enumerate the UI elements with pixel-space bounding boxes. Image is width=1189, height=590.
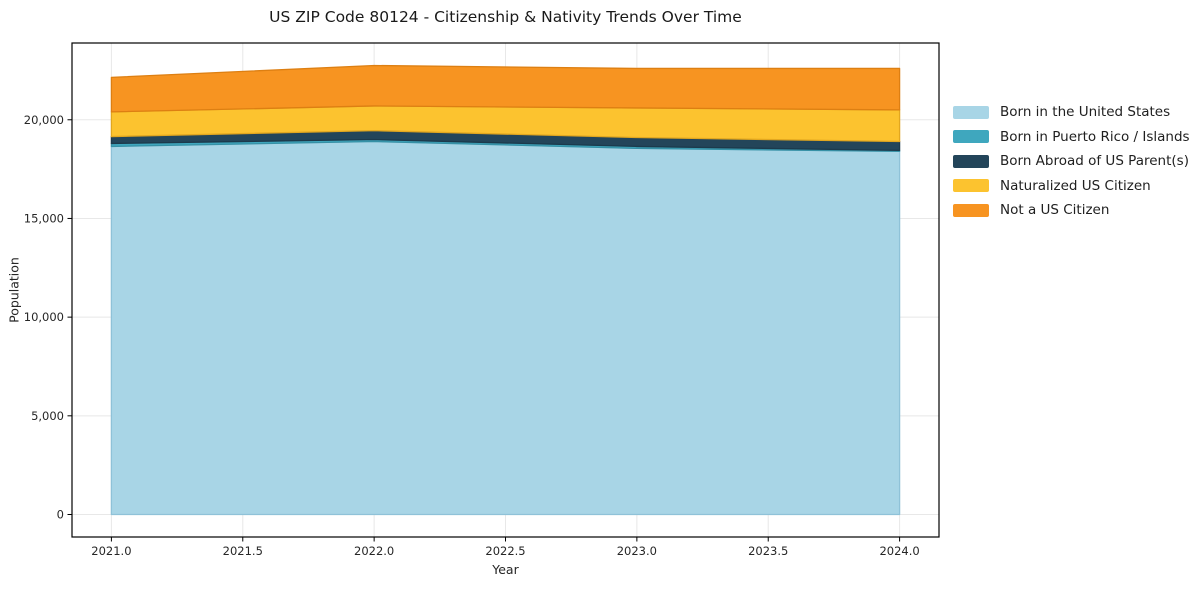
x-tick-label: 2021.5 <box>223 544 263 558</box>
legend-item-born-abroad: Born Abroad of US Parent(s) <box>953 153 1189 169</box>
y-axis-label: Population <box>6 257 22 323</box>
y-tick-label: 15,000 <box>24 211 64 225</box>
legend-swatch-born-pr-islands <box>953 130 989 143</box>
legend-item-born-pr-islands: Born in Puerto Rico / Islands <box>953 129 1189 145</box>
y-tick-label: 10,000 <box>24 310 64 324</box>
x-axis-label: Year <box>492 562 519 577</box>
x-tick-label: 2023.0 <box>617 544 657 558</box>
chart-title: US ZIP Code 80124 - Citizenship & Nativi… <box>269 8 742 26</box>
y-tick-label: 20,000 <box>24 113 64 127</box>
legend-swatch-born-abroad <box>953 154 989 168</box>
area-not-citizen <box>110 64 901 113</box>
legend-swatch-born-us <box>953 105 989 119</box>
x-tick-label: 2024.0 <box>879 544 919 558</box>
legend-label: Naturalized US Citizen <box>1000 177 1151 194</box>
y-tick-labels: 0 5,000 10,000 15,000 20,000 <box>24 113 64 522</box>
legend: Born in the United States Born in Puerto … <box>953 104 1189 227</box>
legend-label: Not a US Citizen <box>1000 202 1110 218</box>
x-tick-label: 2022.0 <box>354 544 394 558</box>
x-tick-labels: 2021.0 2021.5 2022.0 2022.5 2023.0 2023.5 2024… <box>91 544 919 558</box>
x-tick-label: 2023.5 <box>748 544 788 558</box>
legend-swatch-not-citizen <box>953 203 989 217</box>
legend-label: Born Abroad of US Parent(s) <box>1000 153 1189 169</box>
y-tick-label: 0 <box>57 508 64 522</box>
legend-item-naturalized: Naturalized US Citizen <box>953 178 1189 194</box>
x-tick-label: 2022.5 <box>485 544 525 558</box>
legend-swatch-naturalized <box>953 179 989 192</box>
legend-item-not-citizen: Not a US Citizen <box>953 202 1189 218</box>
legend-item-born-us: Born in the United States <box>953 104 1189 120</box>
x-tick-label: 2021.0 <box>91 544 131 558</box>
legend-label: Born in Puerto Rico / Islands <box>1000 128 1189 145</box>
y-tick-label: 5,000 <box>31 409 64 423</box>
tick-marks <box>67 119 901 542</box>
legend-label: Born in the United States <box>1000 104 1171 120</box>
area-born-us <box>110 140 901 516</box>
